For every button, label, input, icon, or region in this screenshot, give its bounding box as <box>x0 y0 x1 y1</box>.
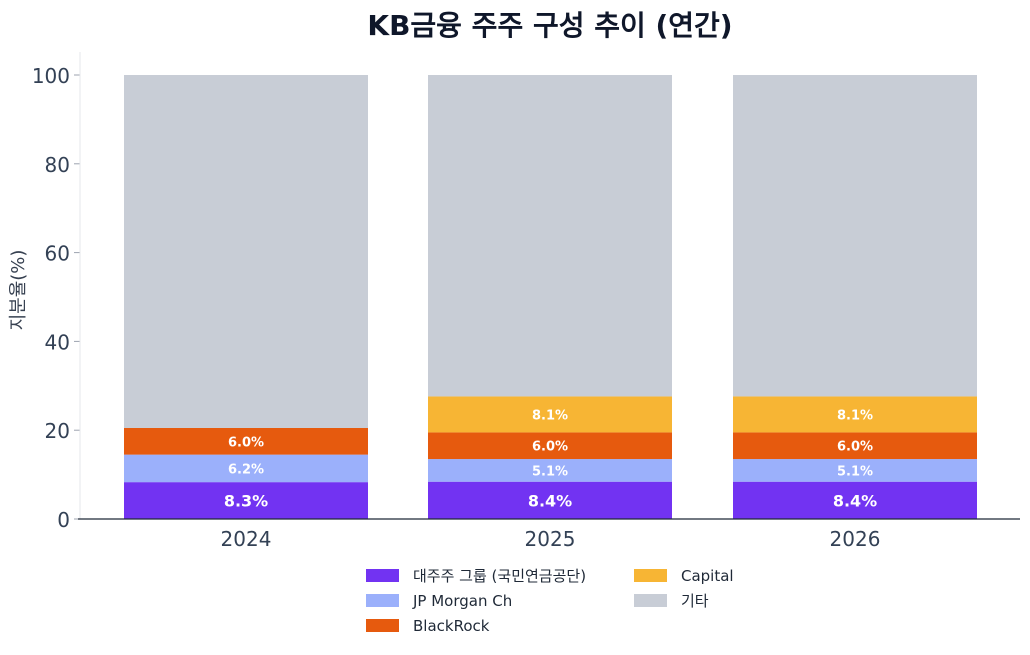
bar-value-label: 6.0% <box>228 435 264 450</box>
y-tick-label: 0 <box>57 508 70 532</box>
bar-segment <box>733 481 977 519</box>
bar-value-label: 6.0% <box>837 440 873 455</box>
bar-segment <box>733 396 977 433</box>
y-tick-label: 20 <box>45 419 70 443</box>
legend: 대주주 그룹 (국민연금공단) Capital JP Morgan Ch 기타 Blac… <box>366 566 774 635</box>
bar-segment <box>428 432 672 460</box>
bar-segment <box>124 75 368 428</box>
legend-swatch <box>634 594 667 607</box>
bar-value-label: 8.1% <box>532 408 568 423</box>
legend-swatch <box>634 569 667 582</box>
bar-value-label: 8.4% <box>528 491 572 510</box>
x-tick-label: 2025 <box>525 527 576 551</box>
legend-label: Capital <box>681 566 734 585</box>
bar-segment <box>428 459 672 482</box>
bar-value-label: 6.0% <box>532 440 568 455</box>
bar-value-label: 8.3% <box>224 492 268 511</box>
bars-group: 8.3% 6.2% 6.0% 8.4% 5.1% 6.0% 8.1% 8.4% 5.1% 6.0%… <box>124 75 977 519</box>
x-tick-label: 2024 <box>221 527 272 551</box>
legend-swatch <box>366 619 399 632</box>
legend-label: BlackRock <box>413 616 490 635</box>
legend-item: Capital <box>634 566 774 585</box>
legend-swatch <box>366 569 399 582</box>
bar-segment <box>733 459 977 482</box>
bar-segment <box>124 427 368 455</box>
bar-segment <box>733 432 977 460</box>
legend-label: 기타 <box>681 592 709 610</box>
legend-label: 대주주 그룹 (국민연금공단) <box>413 567 587 585</box>
bar-value-label: 8.1% <box>837 408 873 423</box>
y-axis-ticks: 0 20 40 60 80 100 <box>32 64 80 532</box>
bar-value-label: 8.4% <box>833 491 877 510</box>
bar-segment <box>428 75 672 397</box>
legend-swatch <box>366 594 399 607</box>
bar-value-label: 5.1% <box>532 464 568 479</box>
x-tick-label: 2026 <box>830 527 881 551</box>
bar-segment <box>124 454 368 483</box>
y-axis-label: 지분율(%) <box>8 250 29 331</box>
bar-segment <box>124 482 368 519</box>
y-tick-label: 40 <box>45 330 70 354</box>
legend-item: JP Morgan Ch <box>366 591 634 610</box>
bar-segment <box>428 481 672 519</box>
legend-item: BlackRock <box>366 616 634 635</box>
bar-value-label: 5.1% <box>837 464 873 479</box>
legend-item: 대주주 그룹 (국민연금공단) <box>366 566 634 585</box>
y-tick-label: 60 <box>45 242 70 266</box>
bar-value-label: 6.2% <box>228 462 264 477</box>
y-tick-label: 80 <box>45 153 70 177</box>
legend-item: 기타 <box>634 591 774 610</box>
chart-title: KB금융 주주 구성 추이 (연간) <box>367 9 732 42</box>
legend-label: JP Morgan Ch <box>413 591 513 610</box>
bar-segment <box>733 75 977 397</box>
x-axis-ticks: 2024 2025 2026 <box>221 527 881 551</box>
bar-segment <box>428 396 672 433</box>
y-tick-label: 100 <box>32 64 70 88</box>
